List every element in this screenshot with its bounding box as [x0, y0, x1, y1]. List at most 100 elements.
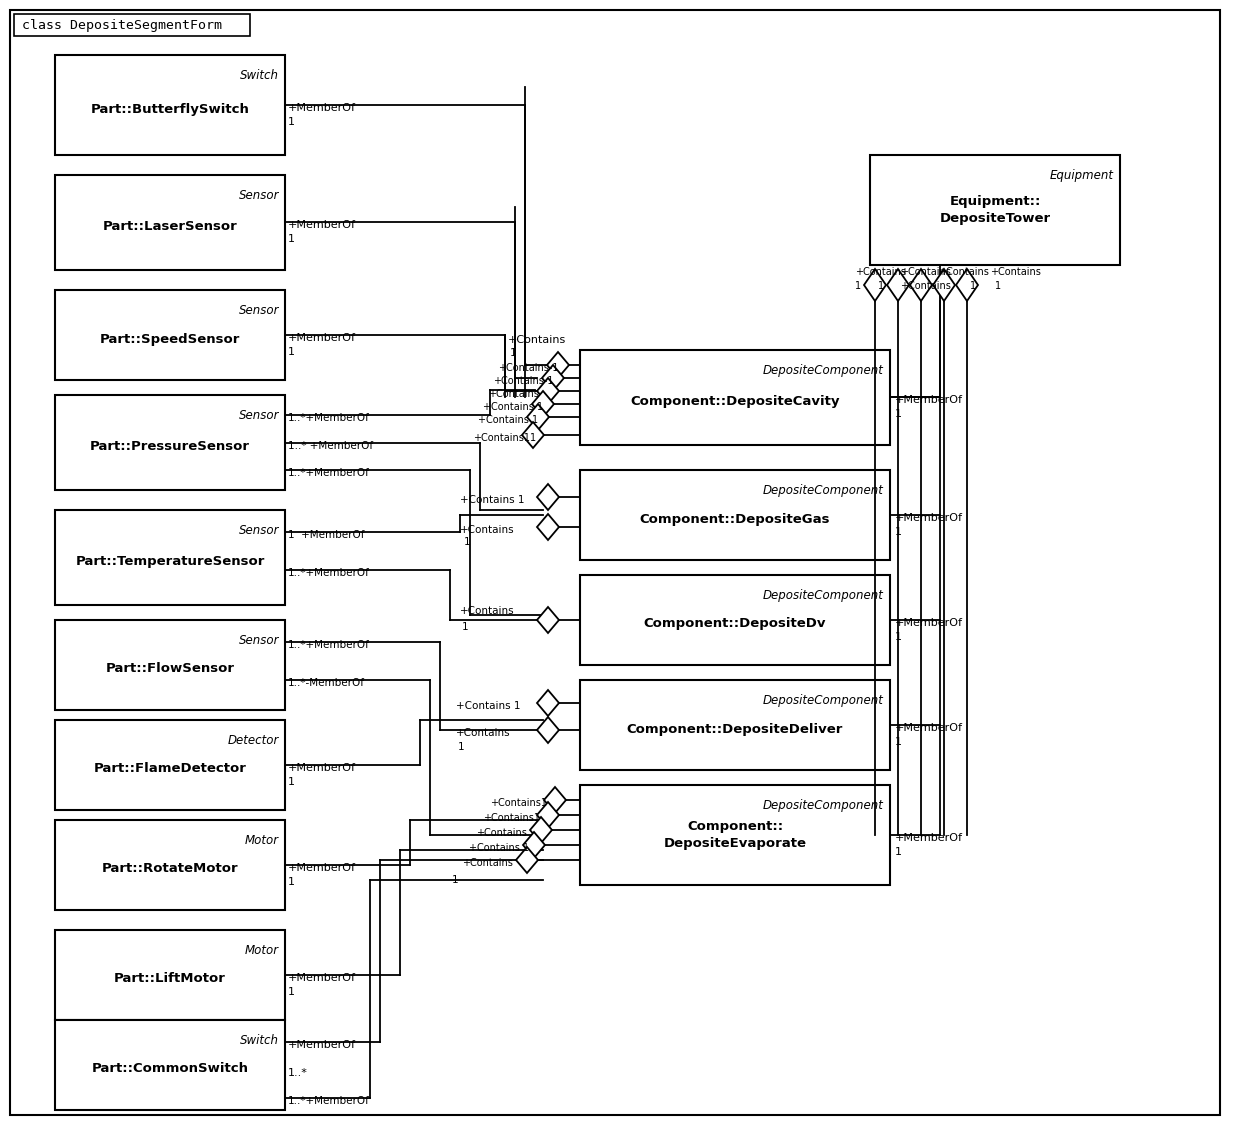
- Text: +Contains 1: +Contains 1: [460, 495, 525, 505]
- Text: 1: 1: [453, 876, 459, 885]
- Bar: [580, 575, 890, 665]
- Text: +Contains: +Contains: [460, 606, 515, 616]
- Text: Component::DepositeDv: Component::DepositeDv: [644, 618, 826, 630]
- Text: +MemberOf: +MemberOf: [288, 1040, 356, 1050]
- Text: +Contains: +Contains: [508, 335, 567, 345]
- Text: DepositeEvaporate: DepositeEvaporate: [663, 837, 806, 850]
- Text: 1: 1: [856, 280, 861, 291]
- Text: 1: 1: [464, 537, 471, 547]
- Polygon shape: [537, 514, 559, 540]
- Text: +Contains: +Contains: [476, 828, 527, 838]
- Text: Part::LaserSensor: Part::LaserSensor: [103, 220, 237, 233]
- Bar: [580, 350, 890, 445]
- Text: Sensor: Sensor: [238, 524, 279, 537]
- Text: Component::: Component::: [687, 820, 784, 833]
- Text: +Contains: +Contains: [900, 280, 951, 291]
- Text: Part::TemperatureSensor: Part::TemperatureSensor: [76, 555, 264, 568]
- Text: +Contains 1: +Contains 1: [484, 402, 543, 412]
- Text: 1: 1: [994, 280, 1001, 291]
- Polygon shape: [516, 847, 538, 873]
- Text: +Contains 1: +Contains 1: [477, 415, 538, 425]
- Text: +MemberOf: +MemberOf: [288, 220, 356, 230]
- Text: 1: 1: [288, 117, 295, 127]
- Text: +Contains: +Contains: [489, 389, 539, 399]
- Text: 1..*-MemberOf: 1..*-MemberOf: [288, 678, 365, 689]
- Text: +MemberOf: +MemberOf: [288, 333, 356, 343]
- Text: Motor: Motor: [244, 944, 279, 956]
- Text: 1: 1: [458, 742, 465, 752]
- Text: +MemberOf: +MemberOf: [895, 513, 963, 523]
- Polygon shape: [537, 803, 559, 828]
- Text: DepositeComponent: DepositeComponent: [763, 364, 884, 377]
- Text: +Contains 1: +Contains 1: [456, 701, 521, 711]
- Text: Switch: Switch: [241, 70, 279, 82]
- Text: 1: 1: [288, 347, 295, 357]
- Text: +MemberOf: +MemberOf: [895, 618, 963, 628]
- Bar: [55, 1020, 285, 1110]
- Text: Part::FlameDetector: Part::FlameDetector: [93, 763, 247, 775]
- Bar: [55, 620, 285, 710]
- Text: 1..*+MemberOf: 1..*+MemberOf: [288, 469, 370, 478]
- Polygon shape: [532, 391, 554, 417]
- Text: Switch: Switch: [241, 1034, 279, 1047]
- Text: 1  +MemberOf: 1 +MemberOf: [288, 530, 365, 540]
- Bar: [55, 820, 285, 910]
- Text: Part::RotateMotor: Part::RotateMotor: [102, 863, 238, 876]
- Text: Part::LiftMotor: Part::LiftMotor: [114, 972, 226, 985]
- Text: +Contains: +Contains: [463, 858, 513, 868]
- Bar: [55, 510, 285, 605]
- Polygon shape: [544, 787, 565, 813]
- Text: 1: 1: [288, 777, 295, 787]
- Text: DepositeComponent: DepositeComponent: [763, 589, 884, 602]
- Text: Component::DepositeGas: Component::DepositeGas: [640, 513, 831, 526]
- Polygon shape: [537, 690, 559, 716]
- Text: DepositeComponent: DepositeComponent: [763, 484, 884, 497]
- Text: Part::FlowSensor: Part::FlowSensor: [105, 662, 234, 676]
- Bar: [55, 720, 285, 811]
- Text: +Contains 1: +Contains 1: [469, 842, 529, 853]
- Text: Equipment: Equipment: [1050, 169, 1114, 182]
- Text: DepositeComponent: DepositeComponent: [763, 694, 884, 707]
- Text: +Contains-1: +Contains-1: [498, 363, 558, 373]
- Text: Equipment::: Equipment::: [950, 195, 1040, 207]
- Text: 1: 1: [878, 280, 884, 291]
- Polygon shape: [537, 484, 559, 510]
- Polygon shape: [864, 269, 887, 301]
- Text: +Contains: +Contains: [460, 526, 515, 535]
- Bar: [870, 155, 1120, 264]
- Bar: [55, 290, 285, 380]
- Text: 1: 1: [510, 348, 517, 358]
- Text: +Contains1: +Contains1: [490, 798, 547, 808]
- Polygon shape: [529, 817, 552, 842]
- Text: DepositeComponent: DepositeComponent: [763, 799, 884, 812]
- Text: +MemberOf: +MemberOf: [288, 863, 356, 873]
- Text: 1..*+MemberOf: 1..*+MemberOf: [288, 568, 370, 578]
- Bar: [55, 394, 285, 490]
- Text: Motor: Motor: [244, 834, 279, 847]
- Text: +MemberOf: +MemberOf: [288, 103, 356, 113]
- Text: +Contains: +Contains: [456, 728, 511, 738]
- Text: 1: 1: [463, 622, 469, 632]
- Text: Part::CommonSwitch: Part::CommonSwitch: [92, 1062, 248, 1075]
- Text: Sensor: Sensor: [238, 189, 279, 202]
- Text: 1: 1: [895, 632, 901, 642]
- Polygon shape: [537, 717, 559, 743]
- Text: +Contains11: +Contains11: [472, 433, 536, 443]
- Bar: [580, 679, 890, 770]
- Polygon shape: [956, 269, 978, 301]
- Bar: [580, 470, 890, 560]
- Text: 1..*+MemberOf: 1..*+MemberOf: [288, 1096, 370, 1106]
- Text: Sensor: Sensor: [238, 409, 279, 422]
- Text: Sensor: Sensor: [238, 304, 279, 317]
- Text: +MemberOf: +MemberOf: [895, 833, 963, 842]
- Text: Component::DepositeDeliver: Component::DepositeDeliver: [626, 723, 843, 735]
- Text: +MemberOf: +MemberOf: [895, 723, 963, 733]
- Text: 1: 1: [895, 527, 901, 537]
- Text: 1: 1: [970, 280, 976, 291]
- Text: 1..* +MemberOf: 1..* +MemberOf: [288, 441, 373, 451]
- Bar: [580, 785, 890, 885]
- Text: 1: 1: [895, 409, 901, 420]
- Text: +MemberOf: +MemberOf: [895, 394, 963, 405]
- Text: +Contains: +Contains: [990, 267, 1040, 277]
- Text: 1: 1: [895, 736, 901, 747]
